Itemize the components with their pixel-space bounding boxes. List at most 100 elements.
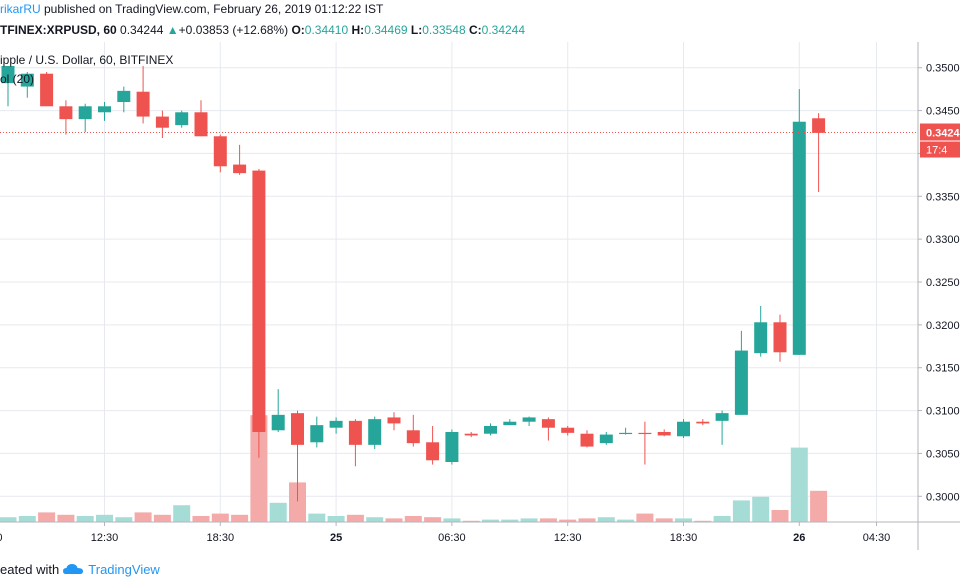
candle-body: [20, 73, 34, 87]
candle-body: [619, 432, 633, 435]
candle: [155, 110, 169, 138]
footer-text: eated with: [0, 562, 60, 577]
candle: [406, 414, 420, 447]
candle: [368, 416, 382, 450]
candle: [271, 389, 285, 432]
candle: [1, 66, 15, 107]
volume-bar: [134, 512, 152, 522]
candle: [98, 102, 111, 121]
price-tick-label: 0.3300: [926, 234, 960, 246]
volume-bar: [57, 514, 75, 522]
candle: [657, 429, 671, 437]
candle-body: [348, 420, 362, 445]
symbol-label: TFINEX:XRPUSD, 60: [0, 23, 117, 37]
volume-bar: [694, 520, 712, 522]
volume-bar: [597, 517, 615, 522]
volume-bar: [771, 510, 789, 522]
volume-bar: [269, 502, 287, 522]
price-tick-label: 0.3500: [926, 63, 960, 75]
volume-bar: [675, 518, 692, 522]
candle: [677, 419, 690, 438]
publish-info: published on TradingView.com, February 2…: [40, 2, 384, 16]
legend-volume: ol (20): [0, 72, 34, 86]
candle-body: [59, 106, 73, 120]
time-tick-label: 26: [793, 532, 805, 544]
candle-body: [445, 432, 459, 462]
candle: [291, 410, 304, 502]
candle: [213, 134, 227, 173]
countdown-box: [920, 141, 960, 158]
time-tick-label: 06:30: [438, 532, 466, 544]
close-label: C:: [468, 23, 482, 37]
candle-body: [773, 322, 787, 353]
candle-body: [329, 420, 343, 428]
volume-bar: [482, 519, 499, 522]
candle: [348, 419, 362, 467]
tradingview-cloud-icon: [62, 564, 83, 574]
change-arrow-icon: ▲: [166, 23, 179, 37]
candle-body: [252, 170, 266, 433]
candle: [638, 421, 652, 465]
candle: [194, 100, 208, 137]
volume-bar: [752, 496, 770, 522]
tradingview-logo-text[interactable]: TradingView: [88, 562, 160, 577]
candle-body: [1, 66, 15, 84]
candle-body: [484, 426, 497, 434]
chart-area[interactable]: 0.35000.34500.34000.33500.33000.32500.32…: [0, 42, 960, 550]
candle: [233, 144, 247, 175]
volume-bar: [153, 514, 171, 522]
candle-body: [522, 417, 536, 422]
volume-bar: [192, 516, 210, 522]
volume-bar: [327, 516, 345, 522]
volume-bar: [790, 447, 808, 522]
candle: [619, 427, 633, 435]
candle-body: [657, 432, 671, 436]
volume-bar: [424, 517, 442, 522]
candle: [812, 113, 826, 192]
candles: [1, 66, 826, 502]
candle-body: [464, 433, 478, 436]
volume-bar: [346, 514, 364, 522]
volume-bar: [655, 518, 673, 522]
candle-body: [792, 121, 806, 355]
candle: [773, 314, 787, 362]
candle-body: [98, 106, 111, 113]
candle-body: [117, 90, 131, 102]
price-tick-label: 0.3000: [926, 491, 960, 503]
price-tag-value: 0.3424: [926, 128, 960, 140]
ohlc-line: TFINEX:XRPUSD, 60 0.34244 ▲+0.03853 (+12…: [0, 20, 960, 40]
candle: [696, 419, 710, 426]
candle: [503, 419, 517, 426]
candle-body: [812, 118, 826, 133]
footer: eated with TradingView: [0, 558, 960, 582]
volume-bar: [173, 505, 191, 522]
price-tick-label: 0.3450: [926, 106, 960, 118]
high-value: 0.34469: [364, 23, 408, 37]
candle: [59, 100, 73, 135]
candle: [20, 72, 34, 98]
volume-bar: [96, 514, 113, 522]
candle-body: [291, 413, 304, 445]
time-tick-label: 06:30: [0, 532, 2, 544]
time-tick-label: 04:30: [863, 532, 891, 544]
volume-bar: [732, 500, 750, 522]
candle-body: [78, 106, 92, 120]
time-tick-label: 12:30: [554, 532, 582, 544]
candle-body: [368, 419, 382, 445]
price-tick-label: 0.3250: [926, 277, 960, 289]
candle-body: [754, 322, 768, 354]
volume-bar: [250, 415, 268, 522]
volume-bar: [289, 482, 306, 522]
candle: [541, 417, 555, 441]
candle-body: [580, 433, 594, 447]
author-link[interactable]: rikarRU: [0, 2, 41, 16]
candle: [426, 426, 440, 465]
price-tag: 0.3424 17:4: [920, 123, 960, 158]
price-tick-label: 0.3100: [926, 406, 960, 418]
candlestick-chart[interactable]: 0.35000.34500.34000.33500.33000.32500.32…: [0, 42, 960, 550]
volume-bar: [501, 519, 519, 522]
time-axis[interactable]: 06:30 12:30 18:30 25 06:30 12:30 18:30 26 04:30: [0, 522, 890, 544]
candle-body: [155, 116, 169, 128]
price-axis[interactable]: 0.35000.34500.34000.33500.33000.32500.32…: [918, 63, 960, 504]
legend-title: ipple / U.S. Dollar, 60, BITFINEX: [0, 53, 173, 67]
